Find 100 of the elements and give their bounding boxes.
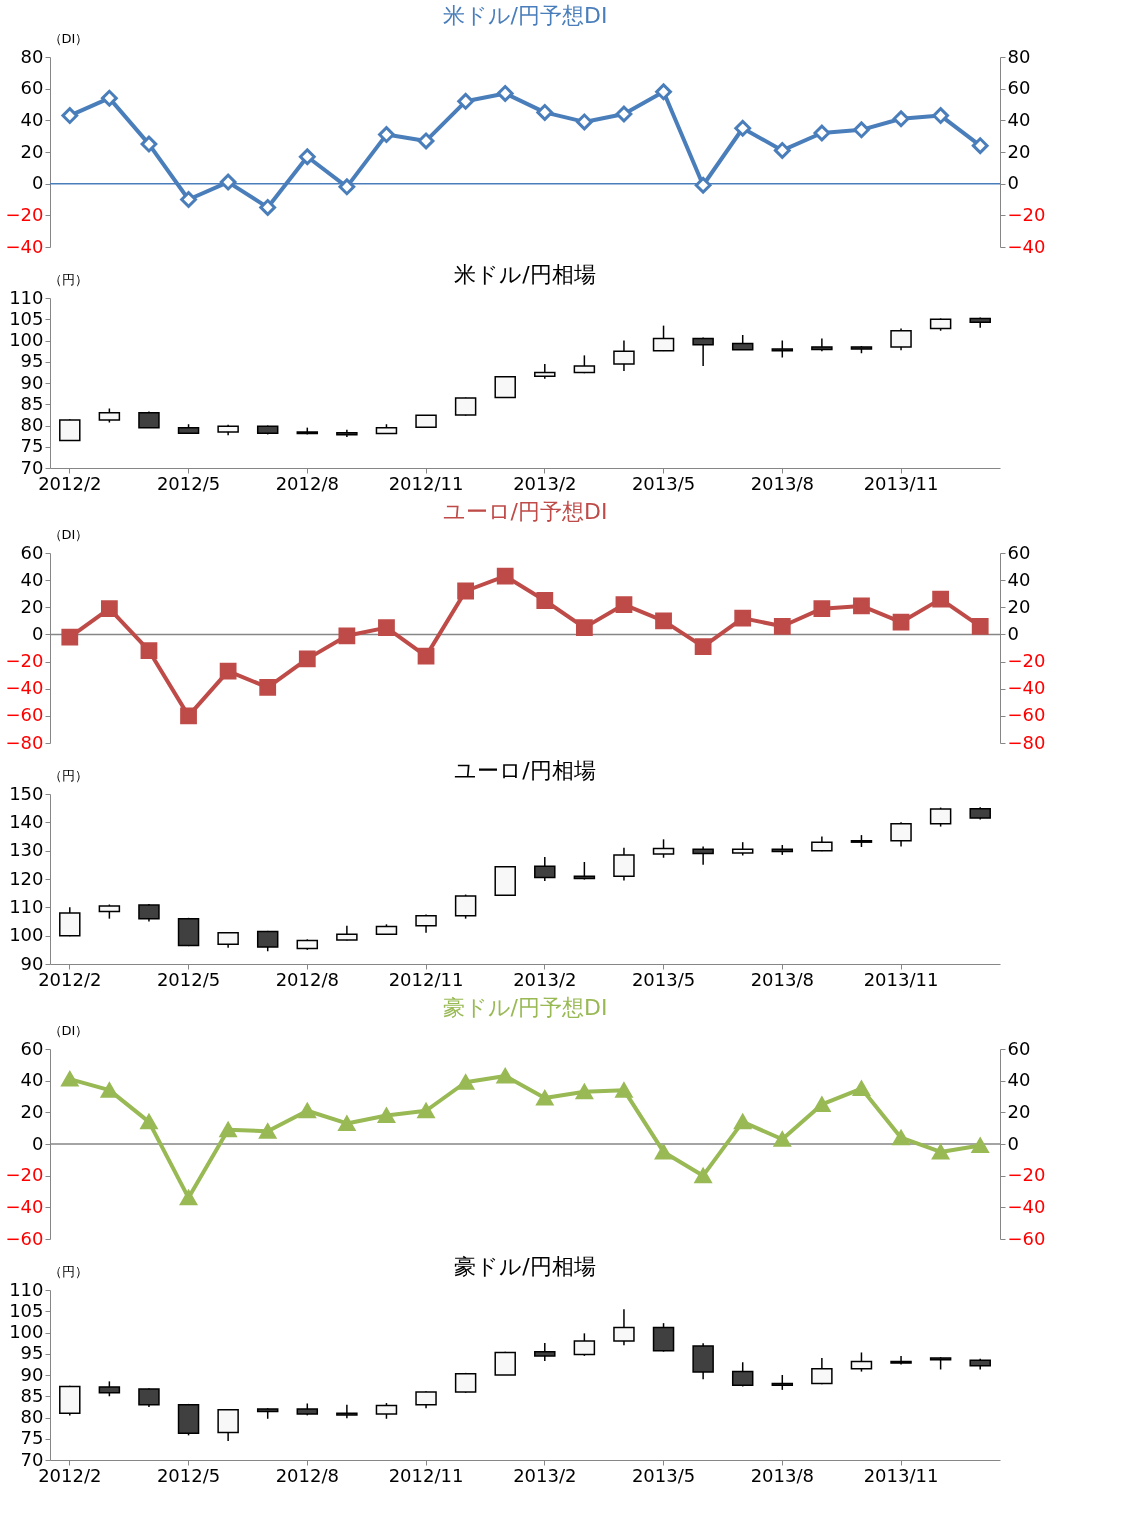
- y-tick-label: 0: [32, 1132, 44, 1154]
- y-tick-label: −20: [5, 203, 44, 225]
- y2-tick-label: 0: [1007, 172, 1019, 194]
- y2-tick-label: 20: [1007, 595, 1031, 617]
- y2-tick-label: −60: [1007, 704, 1046, 726]
- y-tick-label: 100: [9, 329, 44, 350]
- y-tick-label: 40: [20, 568, 44, 590]
- x-tick-label: 2013/8: [750, 1464, 814, 1486]
- y-axis-title: （DI）: [48, 1022, 89, 1038]
- candlestick: [613, 847, 635, 882]
- candlestick: [652, 838, 675, 859]
- x-tick-label: 2012/5: [156, 472, 221, 494]
- point: [417, 647, 435, 665]
- x-tick-label: 2013/11: [863, 968, 939, 990]
- point: [457, 1074, 475, 1090]
- y2-tick-label: 0: [1007, 1132, 1019, 1154]
- y-tick-label: 120: [9, 867, 44, 889]
- chart-title: 米ドル/円予想DI: [442, 3, 608, 28]
- point: [496, 85, 514, 102]
- point: [971, 137, 989, 155]
- point: [694, 1168, 712, 1184]
- candlestick: [692, 845, 714, 866]
- point: [298, 148, 316, 166]
- candlestick: [534, 856, 556, 882]
- candlestick: [336, 1404, 358, 1420]
- point: [417, 132, 435, 150]
- point: [932, 590, 950, 608]
- y-tick-label: 90: [20, 371, 44, 393]
- y-tick-label: −20: [5, 1164, 44, 1186]
- x-tick-label: 2013/5: [631, 968, 696, 990]
- point: [417, 1103, 435, 1119]
- y-tick-label: 70: [20, 1448, 44, 1470]
- point: [655, 612, 672, 630]
- candlestick: [217, 1408, 239, 1442]
- y-tick-label: −20: [5, 650, 44, 672]
- y-tick-label: 70: [20, 456, 44, 478]
- point: [140, 135, 158, 153]
- y-tick-label: −40: [5, 235, 44, 257]
- x-tick-label: 2013/11: [863, 1464, 939, 1486]
- candlestick: [454, 893, 477, 920]
- y-tick-label: 85: [20, 392, 44, 414]
- y-tick-label: 80: [20, 1406, 44, 1427]
- chart-title: 米ドル/円相場: [454, 262, 596, 287]
- candlestick: [811, 1357, 833, 1386]
- candlestick: [613, 339, 635, 372]
- point: [338, 1115, 356, 1131]
- candlestick: [731, 1361, 754, 1388]
- point: [140, 642, 158, 660]
- y-tick-label: 150: [9, 782, 44, 804]
- y-tick-label: 20: [20, 595, 44, 617]
- point: [180, 707, 197, 725]
- candlestick: [613, 1308, 635, 1346]
- y-tick-label: 105: [9, 307, 44, 329]
- point: [298, 1103, 316, 1119]
- y-tick-label: 60: [20, 541, 44, 563]
- y-tick-label: 80: [20, 45, 44, 67]
- point: [853, 597, 870, 615]
- point: [615, 1082, 633, 1098]
- point: [61, 1071, 79, 1087]
- y2-tick-label: 20: [1007, 1100, 1031, 1122]
- point: [61, 628, 79, 646]
- x-tick-label: 2013/2: [513, 968, 577, 990]
- x-tick-label: 2013/5: [631, 1464, 696, 1486]
- point: [219, 1122, 237, 1138]
- x-tick-label: 2012/8: [275, 1464, 339, 1486]
- point: [971, 1138, 989, 1154]
- y2-tick-label: −20: [1007, 1164, 1046, 1186]
- point: [734, 1114, 752, 1130]
- x-tick-label: 2013/11: [863, 472, 939, 494]
- point: [932, 1144, 950, 1160]
- candlestick: [454, 396, 477, 417]
- y-tick-label: 90: [20, 952, 44, 974]
- y-tick-label: 60: [20, 1037, 44, 1059]
- y-tick-label: 105: [9, 1299, 44, 1321]
- candlestick: [652, 1322, 675, 1353]
- x-tick-label: 2012/5: [156, 968, 221, 990]
- y-tick-label: 100: [9, 1321, 44, 1342]
- point: [61, 107, 79, 124]
- x-tick-label: 2012/8: [275, 968, 339, 990]
- y2-tick-label: 40: [1007, 108, 1031, 130]
- candlestick: [573, 1332, 596, 1357]
- point: [496, 1068, 514, 1084]
- candlestick: [59, 418, 81, 442]
- point: [536, 592, 554, 609]
- point: [140, 1114, 158, 1130]
- candlestick: [850, 1351, 873, 1373]
- y-tick-label: 20: [20, 140, 44, 162]
- y-tick-label: −80: [5, 731, 44, 753]
- y-axis-title: （円）: [48, 271, 88, 287]
- point: [457, 92, 475, 110]
- candlestick: [138, 1387, 160, 1408]
- y-tick-label: 85: [20, 1384, 44, 1406]
- point: [773, 142, 791, 159]
- point: [694, 176, 712, 194]
- y-tick-label: 0: [32, 172, 44, 194]
- point: [813, 124, 831, 142]
- point: [734, 119, 752, 137]
- candlestick: [494, 375, 516, 399]
- y2-tick-label: −40: [1007, 677, 1046, 699]
- x-tick-label: 2012/11: [388, 968, 464, 990]
